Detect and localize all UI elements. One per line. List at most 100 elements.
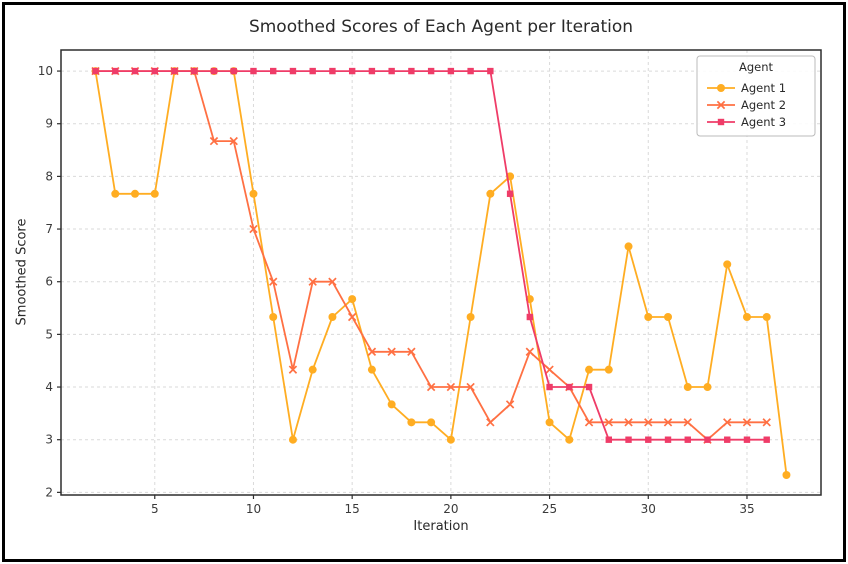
marker-square [270, 67, 277, 75]
marker-square [704, 436, 711, 443]
marker-x [624, 418, 633, 427]
marker-x [229, 136, 238, 146]
marker-x [288, 365, 298, 374]
x-tick-label: 25 [542, 502, 557, 516]
marker-x [249, 224, 258, 234]
marker-circle [604, 365, 613, 374]
marker-square [427, 67, 435, 75]
marker-x [663, 418, 673, 427]
marker-circle [703, 383, 712, 392]
y-tick-label: 6 [45, 275, 53, 289]
marker-square [743, 436, 751, 443]
marker-square [92, 67, 99, 75]
marker-x [525, 347, 535, 356]
marker-square [717, 118, 725, 126]
series-agent-3 [92, 67, 770, 443]
marker-circle [683, 383, 692, 392]
marker-square [684, 436, 691, 443]
x-tick-label: 15 [345, 502, 360, 516]
marker-circle [466, 313, 475, 321]
marker-x [716, 100, 726, 110]
marker-circle [131, 189, 140, 198]
x-tick-label: 30 [641, 502, 656, 516]
marker-square [487, 67, 494, 75]
plot-spines [60, 49, 822, 496]
marker-circle [427, 418, 436, 427]
marker-x [466, 382, 475, 392]
marker-x [584, 418, 594, 427]
marker-circle [249, 189, 258, 198]
marker-circle [762, 313, 771, 321]
marker-circle [446, 435, 455, 444]
marker-square [447, 67, 455, 75]
marker-x [723, 418, 732, 427]
marker-circle [585, 365, 594, 374]
marker-square [645, 436, 652, 443]
marker-x [742, 418, 752, 427]
series-line [95, 70, 767, 441]
legend-box [696, 55, 816, 137]
marker-circle [742, 313, 751, 321]
x-tick-label: 5 [151, 502, 159, 516]
marker-x [209, 136, 219, 146]
marker-square [151, 67, 158, 75]
marker-circle [367, 365, 376, 374]
marker-square [131, 67, 139, 75]
legend-entry-label: Agent 2 [741, 98, 786, 112]
legend-title: Agent [739, 60, 774, 74]
legend-entry-label: Agent 1 [741, 81, 786, 95]
y-tick-label: 4 [45, 380, 53, 394]
marker-circle [717, 84, 725, 92]
marker-x [328, 277, 337, 286]
marker-square [230, 67, 237, 75]
marker-circle [288, 435, 297, 444]
marker-x [426, 382, 436, 392]
chart-figure: 5 10 15 20 25 30 35 2 3 4 5 6 7 8 9 10 Agent Agent 1 Agent… [5, 5, 843, 559]
marker-square [408, 67, 415, 75]
x-tick-label: 35 [739, 502, 754, 516]
marker-circle [644, 313, 653, 321]
chart-title: Smoothed Scores of Each Agent per Iterat… [248, 17, 634, 37]
marker-x [762, 418, 771, 427]
marker-square [585, 383, 593, 391]
marker-square [546, 383, 553, 391]
legend: Agent Agent 1 Agent 2 Agent 3 [696, 55, 816, 137]
y-tick-label: 5 [45, 327, 53, 341]
marker-square [763, 436, 770, 443]
legend-entry-label: Agent 3 [741, 115, 786, 129]
marker-x [446, 382, 456, 392]
marker-square [348, 67, 356, 75]
marker-square [388, 67, 395, 75]
x-tick-label: 20 [443, 502, 458, 516]
y-tick-label: 8 [45, 169, 53, 183]
marker-circle [407, 418, 416, 427]
marker-square [112, 67, 119, 75]
marker-square [724, 436, 731, 443]
marker-square [566, 383, 573, 391]
marker-circle [150, 189, 159, 198]
marker-circle [486, 189, 495, 198]
marker-square [605, 436, 612, 443]
marker-x [308, 277, 317, 286]
marker-circle [565, 435, 574, 444]
marker-x [347, 312, 357, 322]
marker-x [644, 418, 653, 427]
series-line [94, 70, 788, 476]
marker-x [683, 418, 692, 427]
y-tick-label: 9 [45, 117, 53, 131]
series-line [95, 70, 767, 441]
marker-x [269, 277, 278, 286]
series-agent-1 [91, 67, 791, 479]
axis-ticks: 5 10 15 20 25 30 35 2 3 4 5 6 7 8 9 10 [38, 64, 755, 516]
marker-x [604, 418, 613, 427]
marker-circle [269, 313, 278, 321]
marker-circle [545, 418, 554, 427]
marker-x [367, 347, 377, 356]
marker-square [625, 436, 632, 443]
x-tick-label: 10 [246, 502, 261, 516]
y-axis-label: Smoothed Score [14, 218, 30, 326]
marker-circle [308, 365, 317, 374]
marker-circle [624, 242, 633, 251]
